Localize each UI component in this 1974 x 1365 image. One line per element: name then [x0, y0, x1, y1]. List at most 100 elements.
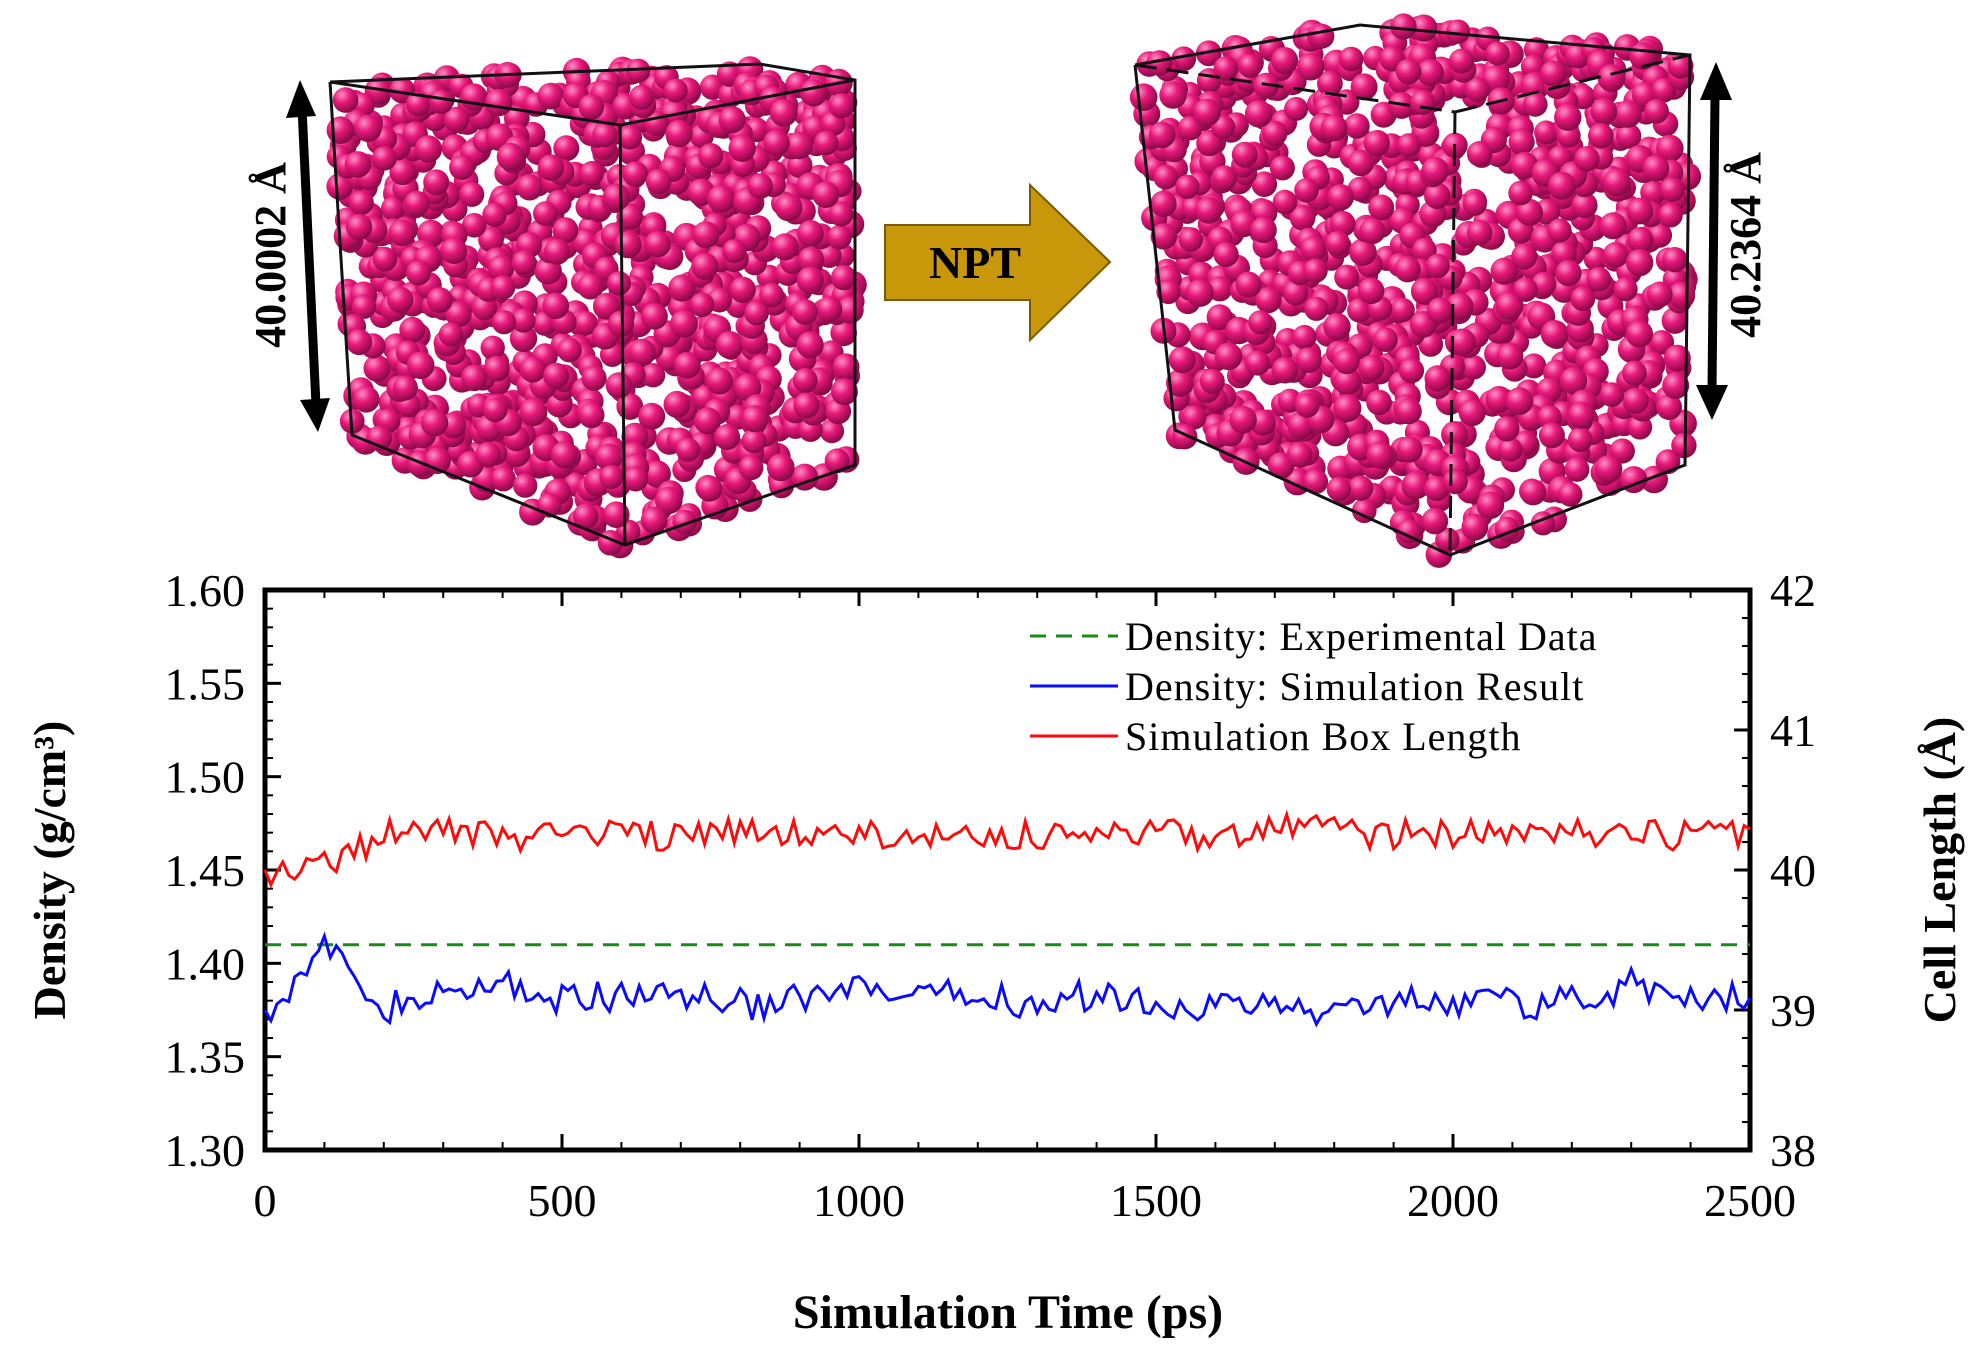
particle-sphere — [459, 181, 485, 207]
particle-sphere — [1363, 130, 1390, 157]
particle-sphere — [542, 292, 570, 320]
particle-sphere — [1366, 389, 1392, 416]
particle-sphere — [1282, 279, 1309, 306]
particle-sphere — [579, 161, 604, 186]
particle-sphere — [819, 418, 845, 444]
particle-sphere — [1508, 180, 1533, 206]
particle-sphere — [1558, 482, 1583, 507]
particle-sphere — [1251, 171, 1278, 197]
particle-sphere — [577, 273, 604, 300]
particle-sphere — [605, 372, 632, 399]
particle-sphere — [1211, 165, 1238, 191]
particle-sphere — [332, 87, 359, 113]
particle-sphere — [573, 503, 599, 529]
particle-sphere — [1658, 202, 1683, 228]
particle-sphere — [1555, 259, 1582, 287]
particle-sphere — [774, 193, 803, 222]
particle-sphere — [1368, 194, 1395, 221]
particle-sphere — [645, 168, 672, 195]
particle-sphere — [813, 130, 839, 156]
particle-sphere — [1373, 327, 1398, 352]
particle-sphere — [1338, 46, 1364, 72]
spheres-after — [1129, 13, 1702, 568]
particle-sphere — [440, 237, 468, 264]
particle-sphere — [1540, 60, 1567, 87]
particle-sphere — [1213, 241, 1239, 268]
particle-sphere — [1448, 328, 1476, 356]
particle-sphere — [692, 221, 720, 249]
particle-sphere — [1644, 98, 1669, 124]
y-left-tick-label: 1.55 — [165, 658, 246, 709]
particle-sphere — [1622, 387, 1649, 414]
density-chart: 0 500 1000 1500 2000 2500 1.30 1.35 1.40 1.45 1.50… — [24, 565, 1965, 1339]
particle-sphere — [1186, 279, 1214, 307]
particle-sphere — [1349, 238, 1377, 266]
y-right-tick-label: 41 — [1770, 705, 1816, 756]
particle-sphere — [797, 220, 824, 247]
particle-sphere — [404, 190, 430, 217]
particle-sphere — [1347, 176, 1373, 202]
particle-sphere — [1583, 246, 1609, 272]
y-axis-right-label: Cell Length (Å) — [1914, 717, 1965, 1024]
particle-sphere — [1567, 401, 1595, 429]
particle-sphere — [1662, 372, 1690, 399]
particle-sphere — [1588, 123, 1614, 149]
particle-sphere — [1435, 527, 1460, 552]
particle-sphere — [1614, 100, 1642, 128]
particle-sphere — [475, 441, 502, 468]
particle-sphere — [1395, 58, 1422, 85]
particle-sphere — [1129, 83, 1158, 111]
particle-sphere — [836, 296, 864, 324]
particle-sphere — [1317, 70, 1343, 97]
particle-sphere — [733, 373, 762, 402]
particle-sphere — [599, 465, 624, 489]
particle-sphere — [1458, 399, 1486, 427]
particle-sphere — [1396, 436, 1423, 463]
particle-sphere — [345, 213, 373, 241]
box-after-label: 40.2364 Å — [1721, 152, 1770, 338]
particle-sphere — [573, 311, 598, 336]
particle-sphere — [1396, 519, 1422, 544]
particle-sphere — [1554, 103, 1582, 131]
particle-sphere — [830, 319, 857, 347]
particle-sphere — [533, 201, 558, 226]
particle-sphere — [638, 402, 666, 430]
particle-sphere — [1516, 198, 1543, 226]
npt-arrow-shape — [884, 182, 1112, 343]
particle-sphere — [405, 260, 432, 286]
particle-sphere — [1485, 41, 1510, 66]
particle-sphere — [606, 271, 632, 296]
particle-sphere — [614, 230, 642, 259]
particle-sphere — [626, 58, 651, 83]
particle-sphere — [785, 131, 813, 160]
particle-sphere — [714, 424, 741, 450]
particle-sphere — [581, 365, 607, 391]
particle-sphere — [372, 146, 397, 171]
particle-sphere — [445, 301, 472, 328]
particle-sphere — [1159, 81, 1187, 109]
particle-sphere — [1347, 149, 1375, 177]
particle-sphere — [675, 437, 701, 462]
particle-sphere — [1146, 50, 1173, 76]
particle-sphere — [1615, 123, 1642, 149]
particle-sphere — [665, 119, 693, 148]
particle-sphere — [796, 266, 824, 294]
particle-sphere — [513, 473, 538, 498]
particle-sphere — [426, 287, 453, 314]
particle-sphere — [1294, 178, 1319, 203]
particle-sphere — [1327, 184, 1354, 211]
particle-sphere — [1289, 204, 1316, 231]
particle-sphere — [578, 94, 605, 120]
particle-sphere — [1603, 241, 1629, 268]
particle-sphere — [640, 506, 668, 534]
particle-sphere — [1231, 141, 1258, 168]
tick-labels: 0 500 1000 1500 2000 2500 1.30 1.35 1.40 1.45 1.50… — [165, 565, 1817, 1226]
particle-sphere — [1559, 367, 1588, 395]
y-right-tick-label: 39 — [1770, 985, 1816, 1036]
particle-sphere — [1424, 182, 1451, 209]
particle-sphere — [460, 83, 488, 111]
particle-sphere — [1148, 121, 1176, 149]
particle-sphere — [698, 143, 724, 169]
y-right-tick-label: 38 — [1770, 1125, 1816, 1176]
